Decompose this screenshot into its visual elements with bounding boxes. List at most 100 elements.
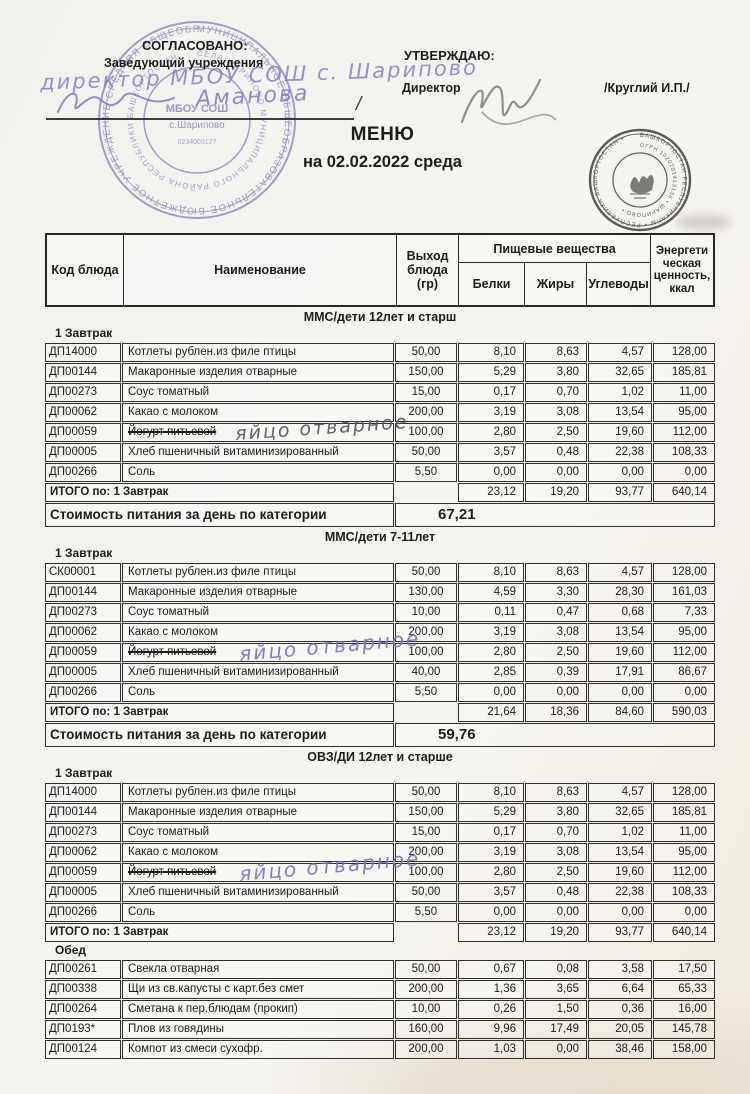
dish-out-cell: 50,00 [395, 343, 457, 362]
meal-heading: 1 Завтрак [55, 326, 113, 340]
table-row: ДП00338 Щи из св.капусты с карт.без смет 2… [45, 980, 715, 999]
protein-cell: 1,36 [458, 980, 524, 999]
page-title: МЕНЮ [350, 124, 415, 145]
total-row: ИТОГО по: 1 Завтрак 21,64 18,36 84,60 590,03 [45, 703, 715, 722]
table-row: ДП00124 Компот из смеси сухофр. 200,00 1,03… [45, 1040, 715, 1059]
energy-cell: 11,00 [653, 383, 715, 402]
total-fat-cell: 18,36 [525, 703, 587, 722]
protein-cell: 0,11 [458, 603, 524, 622]
energy-cell: 65,33 [653, 980, 715, 999]
dish-name-cell: Соль [122, 683, 394, 702]
protein-cell: 0,17 [458, 823, 524, 842]
dish-code-cell: ДП00124 [45, 1040, 121, 1059]
table-row: ДП00273 Соус томатный 15,00 0,17 0,70 1,02 11,… [45, 383, 715, 402]
dish-out-cell: 50,00 [395, 443, 457, 462]
dish-code-cell: ДП00266 [45, 463, 121, 482]
spacer-cell [395, 703, 457, 722]
dish-name-cell: Йогурт питьевой яйцо отварное [122, 411, 409, 445]
dish-code-cell: ДП00144 [45, 583, 121, 602]
dish-code-cell: ДП00273 [45, 603, 121, 622]
carbs-cell: 4,57 [588, 343, 652, 362]
fat-cell: 1,50 [525, 1000, 587, 1019]
spacer-cell [395, 483, 457, 502]
dish-name: Хлеб пшеничный витаминизированный [128, 666, 339, 678]
dish-name: Котлеты рублен.из филе птицы [128, 566, 297, 578]
header-carbs: Углеводы [586, 263, 650, 305]
dish-code-cell: ДП00062 [45, 843, 121, 862]
dish-out-cell: 50,00 [395, 783, 457, 802]
fat-cell: 0,70 [525, 823, 587, 842]
fat-cell: 17,49 [525, 1020, 587, 1039]
dish-code-cell: ДП00062 [45, 623, 121, 642]
dish-out-cell: 10,00 [395, 603, 457, 622]
energy-cell: 11,00 [653, 823, 715, 842]
menu-table-body: ДП00261 Свекла отварная 50,00 0,67 0,08 3,58 1… [45, 960, 715, 1059]
carbs-cell: 13,54 [588, 843, 652, 862]
carbs-cell: 28,30 [588, 583, 652, 602]
dish-name-cell: Компот из смеси сухофр. [122, 1040, 394, 1059]
header-name: Наименование [123, 235, 396, 305]
fat-cell: 3,08 [525, 843, 587, 862]
category-heading: ОВЗ/ДИ 12лет и старше [307, 750, 453, 764]
energy-cell: 128,00 [653, 343, 715, 362]
dish-code-cell: ДП00266 [45, 903, 121, 922]
dish-name-cell: Соус томатный [122, 383, 394, 402]
dish-out-cell: 100,00 [395, 863, 457, 882]
fat-cell: 8,63 [525, 783, 587, 802]
energy-cell: 95,00 [653, 623, 715, 642]
carbs-cell: 17,91 [588, 663, 652, 682]
protein-cell: 0,00 [458, 463, 524, 482]
carbs-cell: 0,00 [588, 903, 652, 922]
table-row: ДП00144 Макаронные изделия отварные 130,00… [45, 583, 715, 602]
dish-name-cell: Какао с молоком [122, 843, 394, 862]
dish-name: Макаронные изделия отварные [128, 366, 298, 378]
dish-name: Соус томатный [128, 386, 210, 398]
protein-cell: 2,80 [458, 423, 524, 442]
fat-cell: 0,47 [525, 603, 587, 622]
table-row: ДП00266 Соль 5,50 0,00 0,00 0,00 0,00 [45, 683, 715, 702]
dish-name: Какао с молоком [128, 846, 219, 858]
dish-name-cell: Соль [122, 463, 394, 482]
dish-name-cell: Хлеб пшеничный витаминизированный [122, 663, 394, 682]
fat-cell: 3,08 [525, 623, 587, 642]
fat-cell: 8,63 [525, 563, 587, 582]
slash-mark: / [356, 94, 362, 115]
table-row: ДП14000 Котлеты рублен.из филе птицы 50,00… [45, 783, 715, 802]
total-label: ИТОГО по: 1 Завтрак [45, 923, 394, 942]
dish-name-cell: Хлеб пшеничный витаминизированный [122, 443, 394, 462]
dish-code-cell: ДП14000 [45, 343, 121, 362]
fat-cell: 0,00 [525, 903, 587, 922]
dish-name-cell: Макаронные изделия отварные [122, 583, 394, 602]
fat-cell: 2,50 [525, 423, 587, 442]
dish-name: Соус томатный [128, 826, 210, 838]
fat-cell: 0,08 [525, 960, 587, 979]
carbs-cell: 32,65 [588, 803, 652, 822]
table-row: ДП00059 Йогурт питьевой яйцо отварное 100,0… [45, 626, 715, 666]
energy-cell: 185,81 [653, 803, 715, 822]
dish-code-cell: ДП14000 [45, 783, 121, 802]
fat-cell: 3,80 [525, 803, 587, 822]
category-heading: ММС/дети 12лет и старш [303, 310, 457, 324]
energy-cell: 16,00 [653, 1000, 715, 1019]
protein-cell: 5,29 [458, 363, 524, 382]
seal-emblem [630, 174, 654, 194]
table-row: ДП00266 Соль 5,50 0,00 0,00 0,00 0,00 [45, 903, 715, 922]
dish-name: Соль [128, 686, 156, 698]
dish-name: Соль [128, 906, 156, 918]
carbs-cell: 0,00 [588, 463, 652, 482]
dish-name: Какао с молоком [128, 626, 219, 638]
dish-out-cell: 50,00 [395, 563, 457, 582]
dish-name: Макаронные изделия отварные [128, 586, 298, 598]
dish-name-cell: Соус томатный [122, 603, 394, 622]
table-row: ДП00273 Соус томатный 10,00 0,11 0,47 0,68 7,3… [45, 603, 715, 622]
dish-out-cell: 50,00 [395, 960, 457, 979]
total-fat-cell: 19,20 [525, 923, 587, 942]
energy-cell: 158,00 [653, 1040, 715, 1059]
dish-name-cell: Щи из св.капусты с карт.без смет [122, 980, 394, 999]
energy-cell: 185,81 [653, 363, 715, 382]
carbs-cell: 19,60 [588, 863, 652, 882]
dish-name-cell: Макаронные изделия отварные [122, 803, 394, 822]
dish-code-cell: ДП00338 [45, 980, 121, 999]
fat-cell: 0,39 [525, 663, 587, 682]
